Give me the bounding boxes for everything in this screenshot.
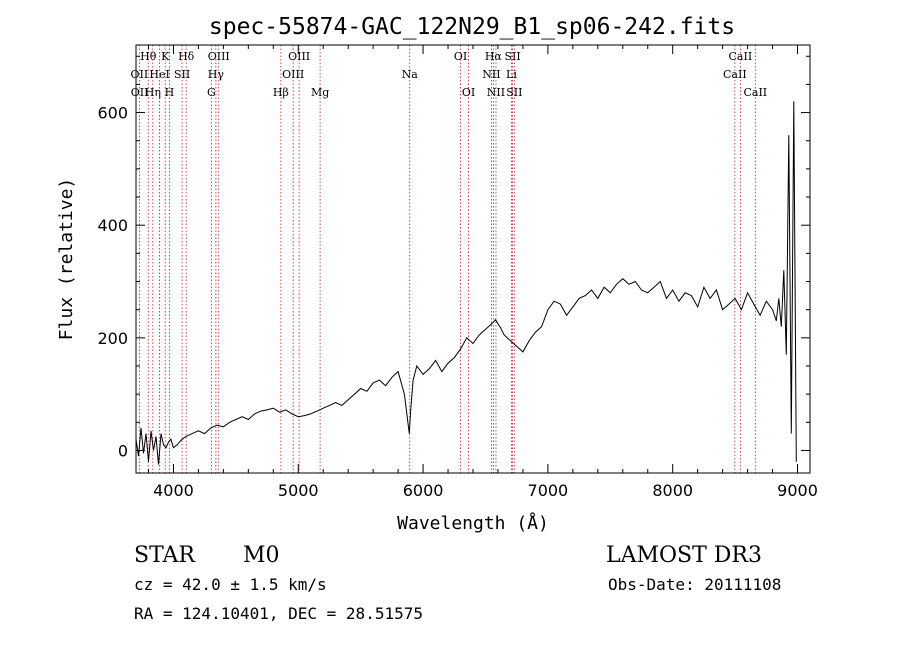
line-label: NII — [482, 68, 500, 81]
survey-name: LAMOST DR3 — [606, 543, 762, 568]
line-label: SII — [506, 86, 522, 99]
line-label: OI — [462, 86, 475, 99]
line-label: NII — [487, 86, 505, 99]
line-label: CaII — [743, 86, 767, 99]
line-label: OII — [131, 86, 149, 99]
y-tick-label: 200 — [97, 329, 128, 348]
plot-frame — [135, 44, 811, 474]
line-label: Hδ — [178, 50, 195, 63]
chart-title: spec-55874-GAC_122N29_B1_sp06-242.fits — [209, 14, 735, 40]
x-tick-label: 5000 — [278, 481, 319, 500]
line-label: SII — [174, 68, 190, 81]
coordinates-readout: RA = 124.10401, DEC = 28.51575 — [134, 604, 423, 623]
x-axis-ticks: 4000 5000 6000 7000 8000 9000 — [147, 45, 818, 500]
object-subclass: M0 — [243, 543, 280, 568]
x-axis-label: Wavelength (Å) — [397, 512, 549, 534]
obs-date: Obs-Date: 20111108 — [608, 575, 781, 594]
x-tick-label: 6000 — [403, 481, 444, 500]
line-label: OIII — [282, 68, 304, 81]
line-label: Hθ — [140, 50, 157, 63]
line-label: Li — [506, 68, 517, 81]
y-tick-label: 600 — [97, 104, 128, 123]
line-label: Mg — [311, 86, 329, 99]
line-label: SII — [504, 50, 520, 63]
line-label: CaII — [729, 50, 753, 63]
line-label: Na — [402, 68, 419, 81]
line-label: Hη — [145, 86, 161, 99]
line-label: K — [161, 50, 170, 63]
y-tick-label: 0 — [118, 441, 128, 460]
redshift-readout: cz = 42.0 ± 1.5 km/s — [134, 575, 327, 594]
line-label: OI — [454, 50, 467, 63]
y-tick-label: 400 — [97, 216, 128, 235]
line-label: Hβ — [273, 86, 289, 99]
y-axis-label: Flux (relative) — [56, 178, 77, 341]
line-label: CaII — [723, 68, 747, 81]
y-axis-ticks: 0 200 400 600 — [97, 55, 810, 460]
object-class: STAR — [134, 543, 196, 568]
line-label: Hγ — [208, 68, 225, 81]
x-tick-label: 8000 — [652, 481, 693, 500]
line-label: OIII — [208, 50, 230, 63]
line-label: G — [207, 86, 216, 99]
line-label: OII — [131, 68, 149, 81]
line-label: HeI — [149, 68, 169, 81]
spectral-line-markers — [138, 45, 756, 473]
x-tick-label: 9000 — [777, 481, 818, 500]
line-label: OIII — [288, 50, 310, 63]
x-tick-label: 4000 — [153, 481, 194, 500]
line-label: H — [165, 86, 175, 99]
x-tick-label: 7000 — [528, 481, 569, 500]
line-label: Hα — [485, 50, 503, 63]
spectrum-line — [135, 101, 797, 465]
